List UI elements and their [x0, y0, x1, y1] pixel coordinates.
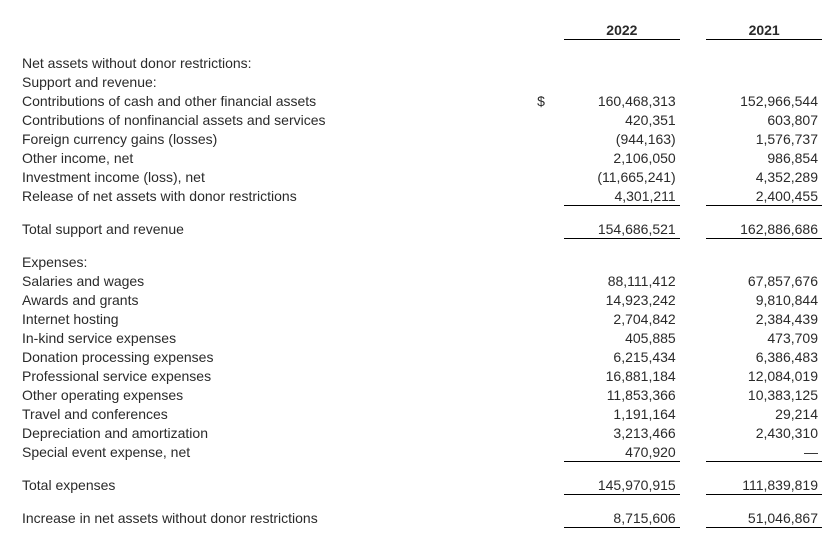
line-item-value-2022: 88,111,412 [564, 271, 680, 290]
increase-2021: 51,046,867 [706, 508, 822, 528]
line-item-value-2022: 6,215,434 [564, 347, 680, 366]
line-item-value-2022: 11,853,366 [564, 385, 680, 404]
line-item-value-2021: 2,400,455 [706, 186, 822, 206]
total-expenses-label: Total expenses [18, 475, 533, 495]
line-item-label: Depreciation and amortization [18, 423, 533, 442]
increase-2022: 8,715,606 [564, 508, 680, 528]
total-expenses-2021: 111,839,819 [706, 475, 822, 495]
increase-label: Increase in net assets without donor res… [18, 508, 533, 528]
line-item-label: Contributions of nonfinancial assets and… [18, 110, 533, 129]
line-item-value-2021: 9,810,844 [706, 290, 822, 309]
line-item-value-2022: 160,468,313 [564, 91, 680, 110]
line-item-value-2021: 2,384,439 [706, 309, 822, 328]
line-item-value-2021: 4,352,289 [706, 167, 822, 186]
line-item-value-2021: 986,854 [706, 148, 822, 167]
line-item-value-2022: 4,301,211 [564, 186, 680, 206]
line-item-value-2021: 473,709 [706, 328, 822, 347]
line-item-value-2022: 3,213,466 [564, 423, 680, 442]
line-item-label: Other operating expenses [18, 385, 533, 404]
total-support-revenue-2022: 154,686,521 [564, 219, 680, 239]
line-item-label: Other income, net [18, 148, 533, 167]
line-item-value-2021: — [706, 442, 822, 462]
line-item-value-2021: 152,966,544 [706, 91, 822, 110]
total-expenses-2022: 145,970,915 [564, 475, 680, 495]
total-support-revenue-2021: 162,886,686 [706, 219, 822, 239]
line-item-label: Foreign currency gains (losses) [18, 129, 533, 148]
line-item-value-2022: 16,881,184 [564, 366, 680, 385]
support-revenue-label: Support and revenue: [18, 72, 533, 91]
line-item-value-2022: 420,351 [564, 110, 680, 129]
line-item-value-2021: 67,857,676 [706, 271, 822, 290]
line-item-label: Professional service expenses [18, 366, 533, 385]
column-header-year1: 2022 [564, 20, 680, 40]
line-item-value-2021: 603,807 [706, 110, 822, 129]
line-item-label: Internet hosting [18, 309, 533, 328]
line-item-value-2021: 10,383,125 [706, 385, 822, 404]
line-item-label: Donation processing expenses [18, 347, 533, 366]
column-header-year2: 2021 [706, 20, 822, 40]
line-item-value-2022: (944,163) [564, 129, 680, 148]
line-item-value-2022: 470,920 [564, 442, 680, 462]
line-item-label: In-kind service expenses [18, 328, 533, 347]
line-item-label: Contributions of cash and other financia… [18, 91, 533, 110]
line-item-value-2022: 2,106,050 [564, 148, 680, 167]
line-item-value-2021: 12,084,019 [706, 366, 822, 385]
expenses-label: Expenses: [18, 252, 533, 271]
line-item-value-2022: 405,885 [564, 328, 680, 347]
line-item-value-2021: 6,386,483 [706, 347, 822, 366]
line-item-label: Salaries and wages [18, 271, 533, 290]
section-heading: Net assets without donor restrictions: [18, 53, 533, 72]
line-item-value-2021: 1,576,737 [706, 129, 822, 148]
line-item-value-2022: 1,191,164 [564, 404, 680, 423]
currency-symbol: $ [533, 91, 564, 110]
line-item-value-2021: 29,214 [706, 404, 822, 423]
line-item-label: Investment income (loss), net [18, 167, 533, 186]
line-item-value-2022: (11,665,241) [564, 167, 680, 186]
line-item-value-2022: 14,923,242 [564, 290, 680, 309]
line-item-value-2022: 2,704,842 [564, 309, 680, 328]
line-item-label: Travel and conferences [18, 404, 533, 423]
line-item-label: Special event expense, net [18, 442, 533, 462]
total-support-revenue-label: Total support and revenue [18, 219, 533, 239]
financial-statement-table: 2022 2021 Net assets without donor restric… [18, 20, 822, 528]
line-item-label: Awards and grants [18, 290, 533, 309]
line-item-value-2021: 2,430,310 [706, 423, 822, 442]
line-item-label: Release of net assets with donor restric… [18, 186, 533, 206]
